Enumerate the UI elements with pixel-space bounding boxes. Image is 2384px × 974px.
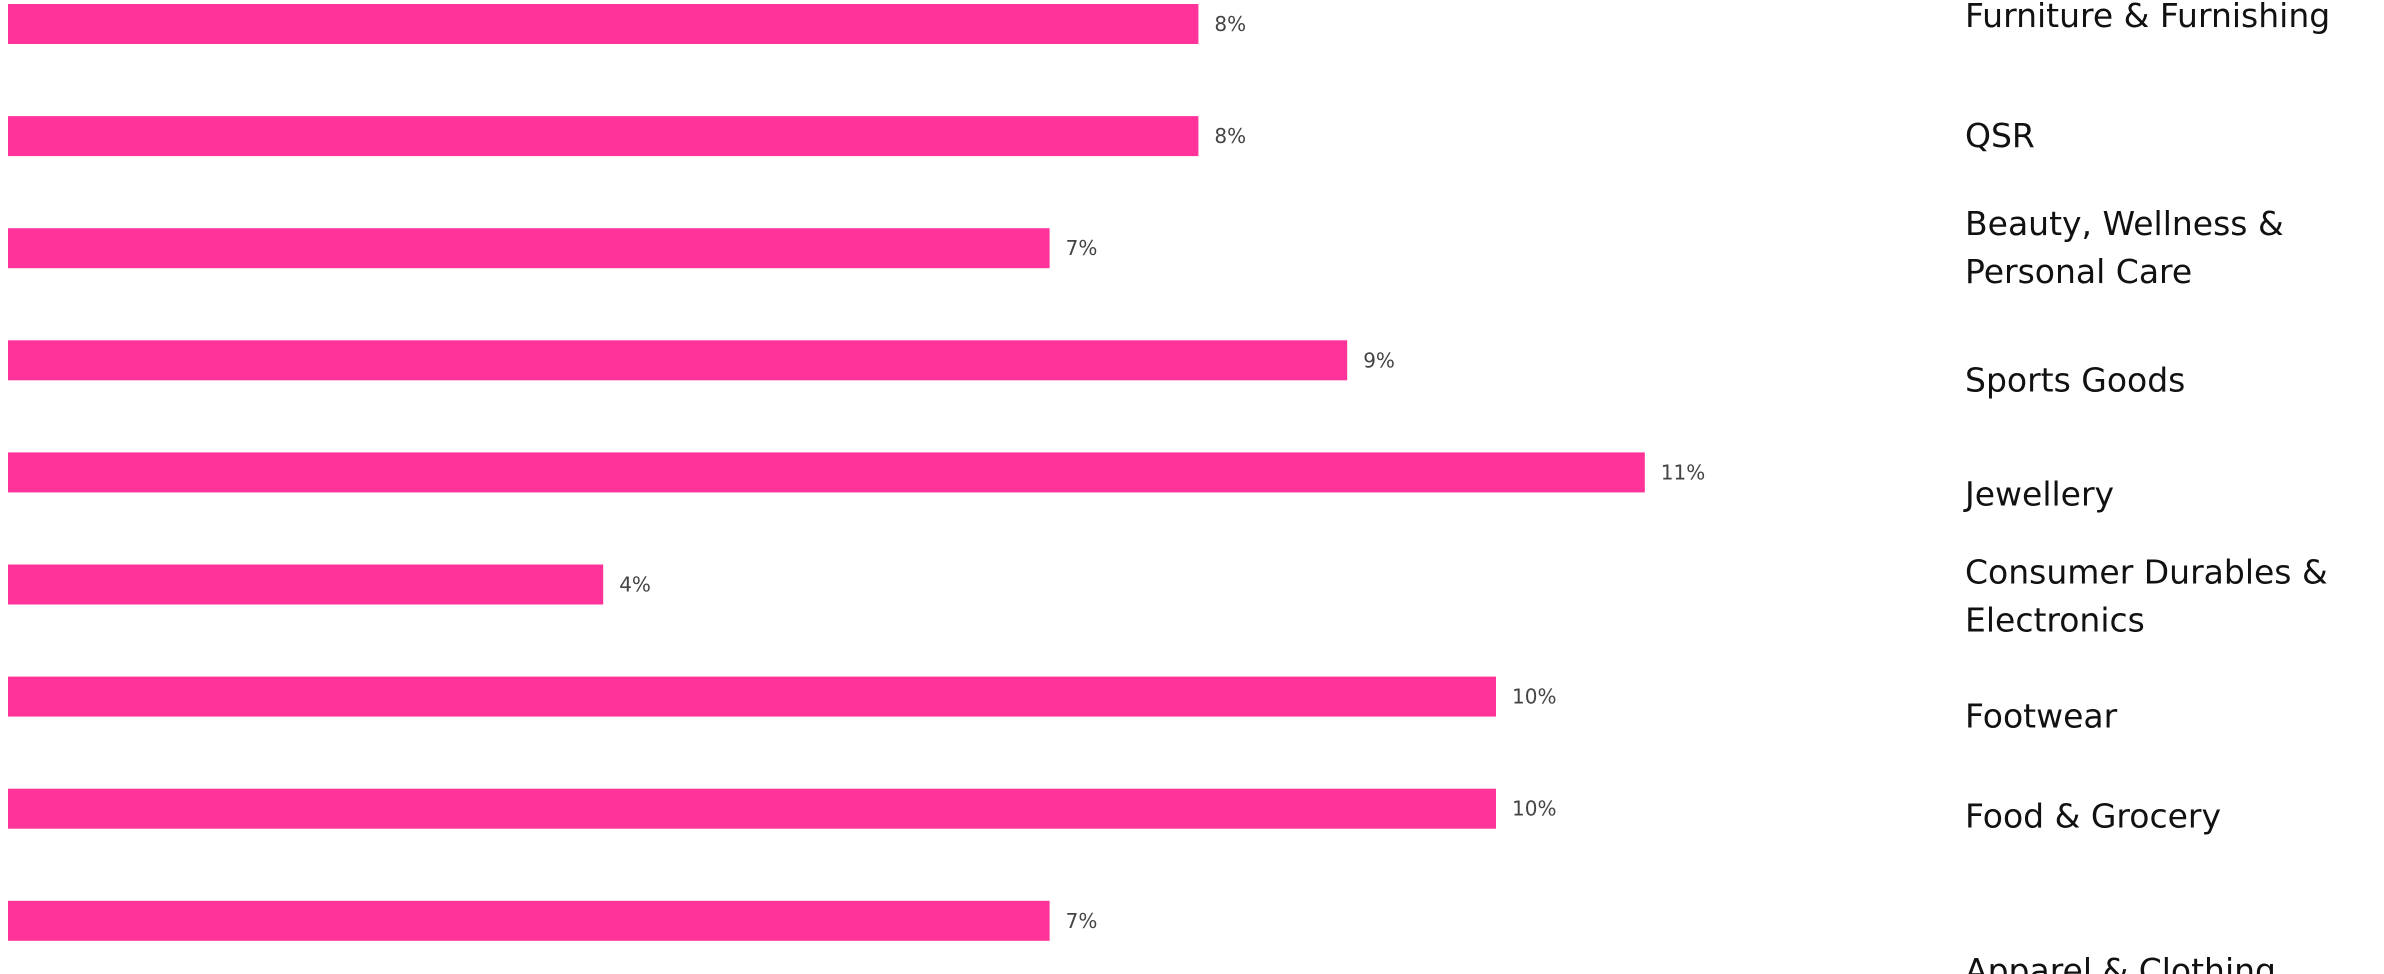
data-label-1: 8%: [1214, 12, 1246, 36]
category-label-line: Jewellery: [1963, 474, 2114, 513]
category-label-6: Consumer Durables & Electronics: [1965, 553, 2328, 640]
data-label-9: 7%: [1066, 909, 1098, 933]
category-label-line: Food & Grocery: [1965, 797, 2221, 836]
bar-9: [8, 900, 1050, 941]
category-label-line: Footwear: [1965, 697, 2118, 736]
data-label-8: 10%: [1512, 797, 1556, 821]
category-label-line: Furniture & Furnishing: [1965, 0, 2330, 35]
category-label-line: Electronics: [1965, 601, 2145, 640]
data-label-2: 8%: [1214, 124, 1246, 148]
data-label-3: 7%: [1066, 236, 1098, 260]
category-label-9: Apparel & Clothing: [1965, 951, 2276, 974]
data-label-5: 11%: [1661, 460, 1705, 484]
data-label-7: 10%: [1512, 685, 1556, 709]
bar-4: [8, 340, 1348, 381]
category-label-1: Furniture & Furnishing: [1965, 0, 2330, 35]
bar-6: [8, 564, 604, 605]
category-label-5: Jewellery: [1963, 474, 2114, 513]
bar-8: [8, 788, 1496, 829]
category-label-line: Apparel & Clothing: [1965, 951, 2276, 974]
bar-3: [8, 228, 1050, 269]
bar-5: [8, 452, 1645, 493]
category-label-line: Beauty, Wellness &: [1965, 204, 2284, 243]
data-label-6: 4%: [619, 573, 651, 597]
category-label-3: Beauty, Wellness & Personal Care: [1965, 204, 2284, 291]
data-label-4: 9%: [1363, 348, 1395, 372]
bar-1: [8, 4, 1199, 44]
category-label-line: QSR: [1965, 116, 2035, 155]
bar-2: [8, 116, 1199, 157]
category-label-8: Food & Grocery: [1965, 797, 2221, 836]
category-label-7: Footwear: [1965, 697, 2118, 736]
category-label-line: Consumer Durables &: [1965, 553, 2328, 592]
category-label-4: Sports Goods: [1965, 360, 2185, 399]
bar-7: [8, 676, 1496, 717]
category-label-line: Personal Care: [1965, 252, 2192, 291]
category-label-line: Sports Goods: [1965, 360, 2185, 399]
category-label-2: QSR: [1965, 116, 2035, 155]
